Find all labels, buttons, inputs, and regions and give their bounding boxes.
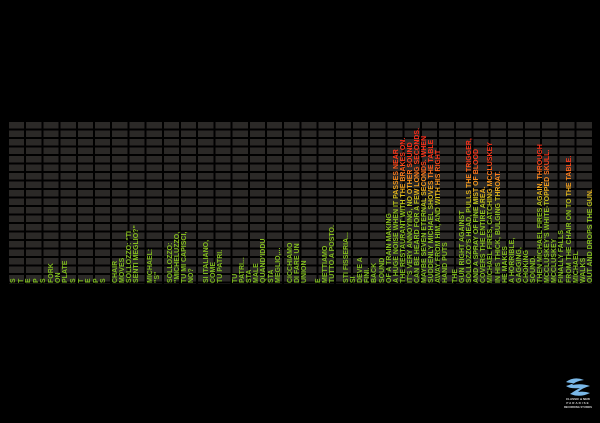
script-line: CAN BE HEARD FOR A FEW LONG SECONDS. <box>414 123 421 283</box>
script-line: T <box>78 123 85 283</box>
script-line: QUAND'IDDU <box>260 123 267 283</box>
logo-line-3: RECORDING STUDIOS <box>563 406 593 409</box>
script-line: STA <box>268 123 275 283</box>
script-line: FORK <box>48 123 55 283</box>
script-line: THE RESTAURANT WITH THE BRAKES ON. <box>400 123 407 283</box>
script-line: P <box>33 123 40 283</box>
script-line: PLATE <box>62 123 69 283</box>
script-line: SOLLOZZO: <box>167 123 174 283</box>
script-line: S <box>40 123 47 283</box>
script-line: "S" <box>154 123 161 283</box>
script-line: S <box>10 123 17 283</box>
logo-line-2: PARADISE <box>566 401 590 405</box>
script-line: CHAIR <box>112 123 119 283</box>
script-line: THE <box>452 123 459 283</box>
script-line: E <box>315 123 322 283</box>
script-line: T <box>18 123 25 283</box>
script-line: OUT AND DROPS THE GUN. <box>587 123 594 283</box>
script-line: FINALLY FALLS <box>558 123 565 283</box>
script-line: CHOKING <box>523 123 530 283</box>
script-line: GAGGING, <box>516 123 523 283</box>
script-line: STI FISSERIA... <box>343 123 350 283</box>
logo-line-1: CLASSIC & NEW <box>566 397 590 401</box>
script-line: SOUND. <box>530 123 537 283</box>
script-line: WALKS <box>580 123 587 283</box>
script-line: CICCHIAMO <box>287 123 294 283</box>
script-line: TU <box>232 123 239 283</box>
script-line: E <box>25 123 32 283</box>
script-line: NO? <box>188 123 195 283</box>
script-line: SENTI MEGLIO?" <box>133 123 140 283</box>
script-line: TUTTO A POSTO. <box>329 123 336 283</box>
script-line: MICHAEL FIRES, CATCHING MCCLUSKEY <box>487 123 494 283</box>
script-line: TU PATRI. <box>217 123 224 283</box>
studio-logo: CLASSIC & NEW PARADISE RECORDING STUDIOS <box>560 376 596 412</box>
script-line: A HUGE NOISE WHEN IT PASSES NEAR <box>393 123 400 283</box>
script-line: GUN RIGHT AGAINST <box>459 123 466 283</box>
script-line: A HORRIBLE, <box>509 123 516 283</box>
script-line: UNION <box>301 123 308 283</box>
wave-logo-icon <box>566 378 590 396</box>
script-line: S <box>70 123 77 283</box>
script-line: MICHAEL: <box>147 123 154 283</box>
level-meter-grid <box>9 122 594 284</box>
script-line: SOUND <box>379 123 386 283</box>
script-line: OF A TRAIN MAKING <box>386 123 393 283</box>
script-line: HE MAKES <box>502 123 509 283</box>
script-line: S <box>100 123 107 283</box>
script-line: E <box>85 123 92 283</box>
script-line: P <box>93 123 100 283</box>
script-line: MEGLIO,... <box>275 123 282 283</box>
script-line: SI ITALIANO, <box>203 123 210 283</box>
script-line: IT'S VERY ANNOYING, NO OTHER SOUND <box>407 123 414 283</box>
script-line: MICHAEL <box>573 123 580 283</box>
script-line: FROM THE CHAIR ON TO THE TABLE. <box>566 123 573 283</box>
script-line: IN HIS THICK, BULGING THROAT. <box>495 123 502 283</box>
script-line: BACK <box>371 123 378 283</box>
script-line: HAND PUTS <box>442 123 449 283</box>
